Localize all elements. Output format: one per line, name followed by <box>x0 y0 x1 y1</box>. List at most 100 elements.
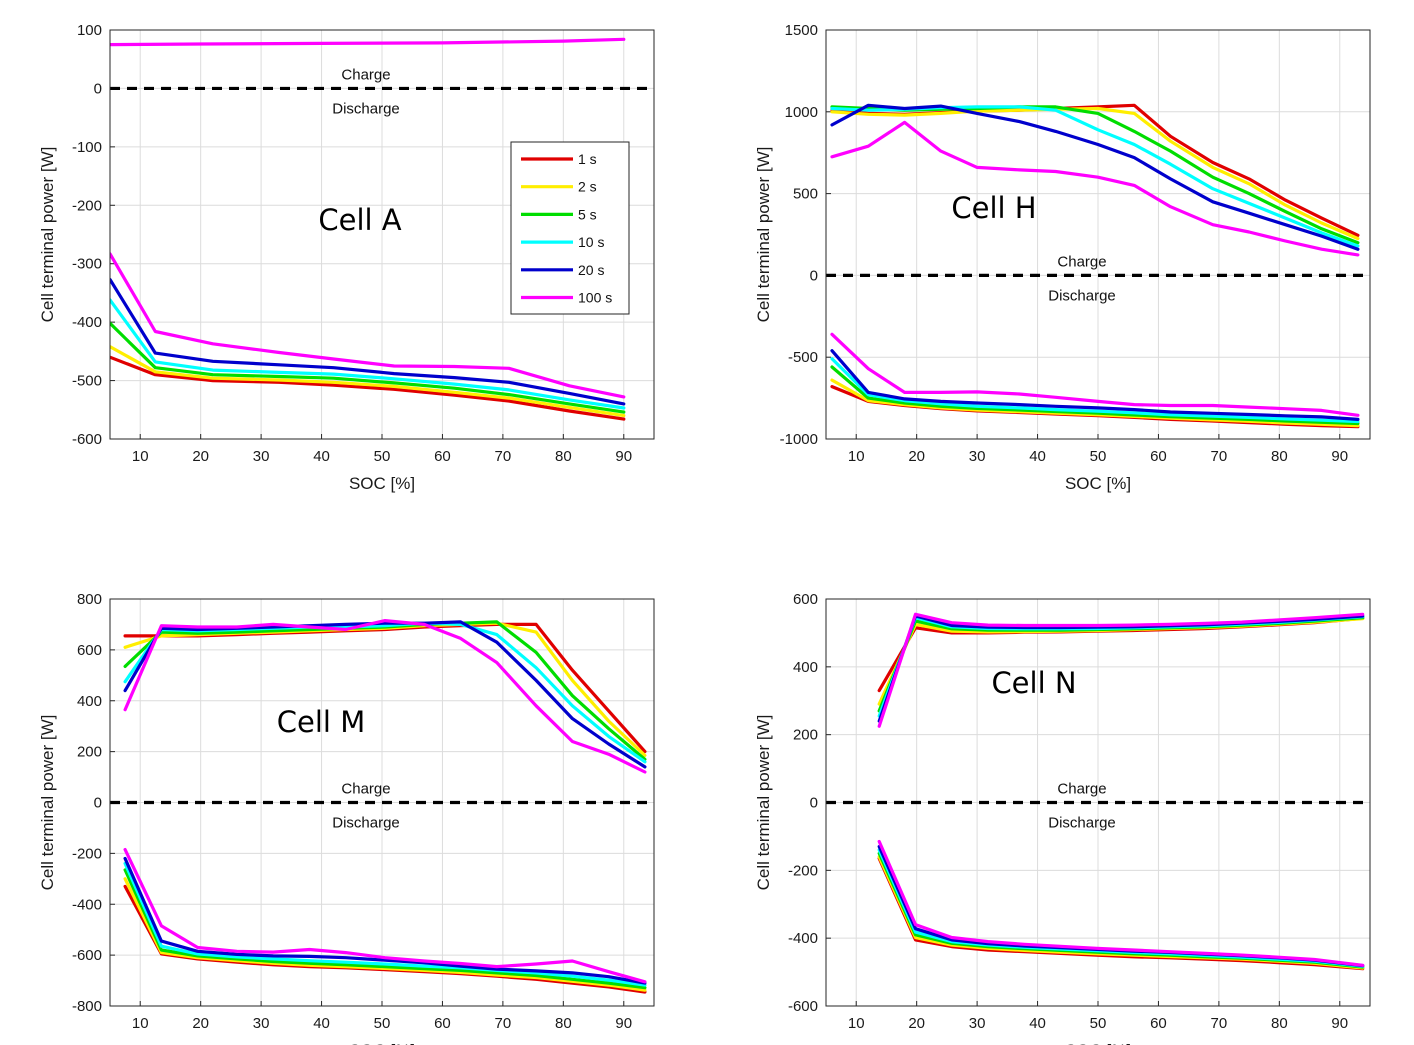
y-tick-label: 200 <box>793 727 818 744</box>
x-tick-label: 90 <box>1331 1015 1348 1032</box>
x-tick-label: 20 <box>192 448 209 465</box>
series-line-5s <box>123 868 647 990</box>
y-axis-label: Cell terminal power [W] <box>754 715 773 891</box>
x-tick-label: 30 <box>253 1015 270 1032</box>
y-tick-label: -200 <box>72 197 102 214</box>
plot-frame <box>109 29 655 440</box>
x-tick-label: 90 <box>615 1015 632 1032</box>
x-tick-label: 20 <box>908 1015 925 1032</box>
y-axis-label: Cell terminal power [W] <box>38 147 57 323</box>
y-tick-label: -400 <box>788 930 818 947</box>
legend-box <box>510 141 630 315</box>
discharge-annotation: Discharge <box>1048 287 1116 304</box>
y-tick-label: -500 <box>788 349 818 366</box>
series-line-20s <box>123 856 647 985</box>
x-tick-label: 40 <box>313 1015 330 1032</box>
y-tick-label: 100 <box>77 22 102 39</box>
x-axis-label: SOC [%] <box>1065 474 1131 493</box>
x-tick-label: 70 <box>1211 448 1228 465</box>
x-tick-label: 70 <box>495 1015 512 1032</box>
x-tick-label: 10 <box>848 448 865 465</box>
x-tick-label: 50 <box>374 448 391 465</box>
y-tick-label: -200 <box>72 845 102 862</box>
discharge-annotation: Discharge <box>1048 815 1116 832</box>
x-tick-label: 80 <box>555 1015 572 1032</box>
series-line-100s <box>123 847 647 984</box>
cell-title: Cell M <box>277 705 365 739</box>
cell-title: Cell H <box>951 191 1036 225</box>
y-tick-label: -400 <box>72 896 102 913</box>
y-tick-label: 500 <box>793 186 818 203</box>
x-tick-label: 10 <box>132 1015 149 1032</box>
series-line-100s <box>110 252 626 399</box>
x-tick-label: 60 <box>434 448 451 465</box>
series-line-5s <box>830 365 1360 426</box>
plot-frame <box>109 598 655 1007</box>
y-tick-label: 600 <box>793 591 818 608</box>
y-axis-label: Cell terminal power [W] <box>754 147 773 323</box>
series-group <box>110 37 626 421</box>
x-tick-label: 30 <box>253 448 270 465</box>
series-line-10s <box>110 298 626 410</box>
series-line-1s <box>110 355 626 421</box>
x-tick-label: 30 <box>969 1015 986 1032</box>
y-tick-label: -600 <box>72 947 102 964</box>
x-tick-label: 60 <box>434 1015 451 1032</box>
series-line-100s <box>830 120 1360 257</box>
y-tick-label: -300 <box>72 256 102 273</box>
legend-label: 5 s <box>578 206 597 222</box>
series-line-100s <box>830 332 1360 417</box>
legend-label: 10 s <box>578 234 604 250</box>
x-axis-label: SOC [%] <box>1065 1041 1131 1045</box>
series-line-100s <box>877 612 1365 728</box>
cell-title: Cell N <box>991 666 1076 700</box>
discharge-annotation: Discharge <box>332 815 400 832</box>
x-tick-label: 10 <box>132 448 149 465</box>
legend-label: 2 s <box>578 179 597 195</box>
x-axis-label: SOC [%] <box>349 1041 415 1045</box>
y-tick-label: 600 <box>77 642 102 659</box>
y-tick-label: -600 <box>72 431 102 448</box>
y-tick-label: 1500 <box>785 22 818 39</box>
series-line-20s <box>830 349 1360 421</box>
y-tick-label: -800 <box>72 998 102 1015</box>
y-tick-label: -400 <box>72 314 102 331</box>
x-tick-label: 40 <box>1029 448 1046 465</box>
y-tick-label: -100 <box>72 139 102 156</box>
x-tick-label: 40 <box>1029 1015 1046 1032</box>
legend-label: 1 s <box>578 151 597 167</box>
x-tick-label: 70 <box>1211 1015 1228 1032</box>
y-tick-label: 400 <box>793 659 818 676</box>
plot-frame <box>825 29 1371 440</box>
legend: 1 s 2 s 5 s 10 s 20 s 100 s <box>510 141 630 315</box>
x-tick-label: 60 <box>1150 1015 1167 1032</box>
x-tick-label: 80 <box>555 448 572 465</box>
x-tick-label: 90 <box>615 448 632 465</box>
series-line-10s <box>830 357 1360 424</box>
series-line-10s <box>123 861 647 987</box>
x-tick-label: 90 <box>1331 448 1348 465</box>
x-tick-label: 40 <box>313 448 330 465</box>
x-tick-label: 80 <box>1271 1015 1288 1032</box>
series-line-5s <box>110 321 626 414</box>
y-tick-label: 0 <box>810 267 818 284</box>
y-tick-label: 1000 <box>785 104 818 121</box>
x-tick-label: 50 <box>374 1015 391 1032</box>
x-tick-label: 10 <box>848 1015 865 1032</box>
x-tick-label: 70 <box>495 448 512 465</box>
y-axis-label: Cell terminal power [W] <box>38 715 57 891</box>
y-tick-label: 800 <box>77 591 102 608</box>
legend-label: 20 s <box>578 262 604 278</box>
y-tick-label: 400 <box>77 693 102 710</box>
series-line-20s <box>123 620 647 769</box>
x-axis-label: SOC [%] <box>349 474 415 493</box>
x-tick-label: 60 <box>1150 448 1167 465</box>
charge-annotation: Charge <box>341 66 390 83</box>
series-group <box>877 612 1365 971</box>
y-tick-label: 200 <box>77 744 102 761</box>
panel-cell-a: 10 20 30 40 50 60 70 80 90 100 0 -100 -200 -300 -400 -5… <box>38 22 655 493</box>
series-line-100s <box>123 618 647 774</box>
series-line-20s <box>110 277 626 406</box>
y-tick-label: -1000 <box>780 431 818 448</box>
series-group <box>123 618 647 994</box>
